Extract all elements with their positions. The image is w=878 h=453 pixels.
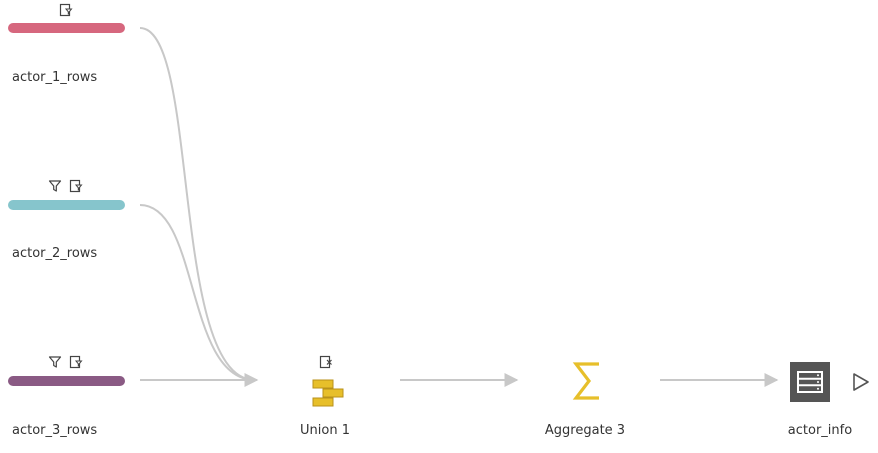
input-label-actor-3-rows: actor_3_rows — [12, 423, 98, 438]
output-table-icon — [790, 362, 830, 402]
sigma-icon — [572, 362, 599, 400]
edit-filter-icon[interactable] — [69, 355, 83, 369]
edit-filter-icon[interactable] — [69, 179, 83, 193]
input-label-actor-2-rows: actor_2_rows — [12, 246, 98, 261]
input-node-actor-1-rows[interactable] — [8, 23, 125, 33]
run-flow-button[interactable] — [851, 372, 871, 392]
output-node[interactable] — [790, 362, 830, 402]
union-node[interactable] — [310, 378, 346, 408]
aggregate-node[interactable] — [572, 361, 604, 401]
union-label: Union 1 — [300, 423, 350, 438]
aggregate-label: Aggregate 3 — [544, 423, 626, 438]
edit-remove-icon[interactable] — [319, 355, 333, 369]
output-label: actor_info — [787, 423, 853, 438]
union-icon — [312, 379, 344, 407]
actor-1-step-icons — [59, 3, 73, 17]
filter-icon[interactable] — [48, 179, 62, 193]
input-node-actor-3-rows[interactable] — [8, 376, 125, 386]
connector-actor-2-to-union — [139, 204, 256, 381]
actor-3-step-icons — [48, 355, 83, 369]
filter-icon[interactable] — [48, 355, 62, 369]
input-label-actor-1-rows: actor_1_rows — [12, 70, 98, 85]
actor-2-step-icons — [48, 179, 83, 193]
connector-actor-1-to-union — [139, 27, 256, 381]
play-outline-icon — [853, 373, 869, 391]
union-step-icons — [319, 355, 333, 369]
edit-filter-icon[interactable] — [59, 3, 73, 17]
input-node-actor-2-rows[interactable] — [8, 200, 125, 210]
